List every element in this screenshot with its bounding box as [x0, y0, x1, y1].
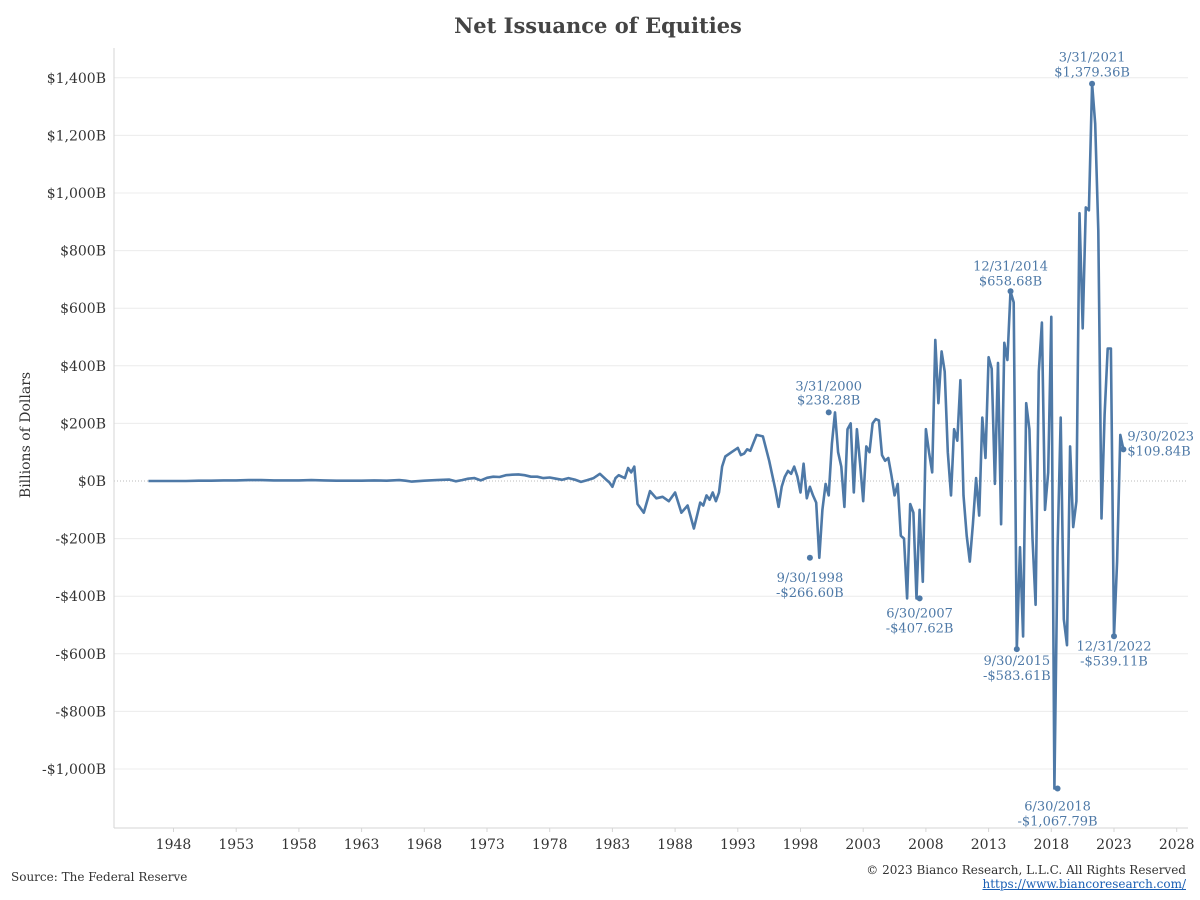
y-tick-label: $600B [60, 301, 106, 317]
x-tick-label: 2023 [1096, 837, 1132, 853]
annotation-point [825, 409, 832, 416]
annotation-date: 3/31/2000 [795, 379, 862, 394]
annotation-point [1054, 785, 1061, 792]
annotation-value: $238.28B [797, 393, 860, 408]
x-tick-label: 2013 [971, 837, 1007, 853]
x-tick-label: 2008 [908, 837, 944, 853]
annotation-date: 3/31/2021 [1059, 51, 1126, 66]
x-tick-label: 1993 [720, 837, 756, 853]
series-line-layer [148, 82, 1125, 790]
y-tick-label: $800B [60, 244, 106, 260]
y-tick-label: $1,400B [47, 71, 106, 87]
annotation-point [1120, 446, 1127, 453]
annotation-value: -$407.62B [886, 621, 954, 636]
x-tick-label: 1988 [657, 837, 693, 853]
x-tick-label: 1953 [218, 837, 254, 853]
x-tick-label: 1968 [406, 837, 442, 853]
annotation-date: 9/30/1998 [777, 571, 844, 586]
y-tick-label: $400B [60, 359, 106, 375]
x-tick-label: 1958 [281, 837, 317, 853]
y-tick-label: $1,200B [47, 128, 106, 144]
annotation-point [1111, 633, 1117, 640]
y-tick-label: $200B [60, 416, 106, 432]
annotation-value: $109.84B [1127, 444, 1190, 459]
x-tick-label: 1963 [344, 837, 380, 853]
axes [113, 48, 1188, 832]
annotation-point [806, 554, 813, 561]
x-tick-label: 1978 [532, 837, 568, 853]
annotation-date: 9/30/2023 [1127, 429, 1194, 444]
website-link[interactable]: https://www.biancoresearch.com/ [982, 877, 1186, 891]
x-tick-label: 2003 [845, 837, 881, 853]
x-tick-label: 1998 [783, 837, 819, 853]
y-tick-label: -$200B [55, 532, 106, 548]
x-tick-labels: 1948 1953 1958 1963 1968 1973 1978 1983 1988 1993… [156, 837, 1195, 853]
annotation-date: 6/30/2007 [886, 606, 953, 621]
annotation-value: $658.68B [979, 274, 1042, 289]
x-tick-label: 1948 [156, 837, 192, 853]
annotation-date: 9/30/2015 [983, 654, 1050, 669]
annotation-value: -$583.61B [983, 669, 1051, 684]
annotation-date: 6/30/2018 [1024, 800, 1091, 815]
y-tick-label: -$400B [55, 589, 106, 605]
annotation-value: -$266.60B [776, 586, 844, 601]
annotation-value: $1,379.36B [1054, 66, 1130, 81]
annotation-point [1007, 288, 1014, 295]
series-line [148, 82, 1125, 790]
source-note: Source: The Federal Reserve [11, 870, 188, 884]
y-tick-label: -$800B [55, 704, 106, 720]
annotation-value: -$1,067.79B [1018, 815, 1098, 830]
annotation-date: 12/31/2014 [973, 259, 1048, 274]
y-tick-label: -$600B [55, 647, 106, 663]
y-tick-label: $0B [78, 474, 106, 490]
x-tick-label: 2028 [1159, 837, 1195, 853]
annotations: 9/30/1998-$266.60B 3/31/2000$238.28B 6/30/… [776, 51, 1194, 830]
annotation-point [1013, 646, 1020, 653]
gridlines [114, 77, 1188, 770]
chart-title: Net Issuance of Equities [454, 13, 742, 38]
annotation-point [1089, 80, 1096, 87]
x-tick-label: 1983 [595, 837, 631, 853]
annotation-value: -$539.11B [1080, 654, 1148, 669]
annotation-date: 12/31/2022 [1077, 639, 1152, 654]
y-tick-label: $1,000B [47, 186, 106, 202]
y-axis-label: Billions of Dollars [18, 372, 34, 498]
y-tick-labels: $1,400B $1,200B $1,000B $800B $600B $400B $200… [42, 71, 106, 778]
x-tick-label: 2018 [1033, 837, 1069, 853]
annotation-point [916, 595, 923, 602]
x-tick-label: 1973 [469, 837, 505, 853]
copyright-text: © 2023 Bianco Research, L.L.C. All Right… [866, 863, 1186, 877]
copyright-block: © 2023 Bianco Research, L.L.C. All Right… [866, 863, 1186, 891]
y-tick-label: -$1,000B [42, 762, 106, 778]
